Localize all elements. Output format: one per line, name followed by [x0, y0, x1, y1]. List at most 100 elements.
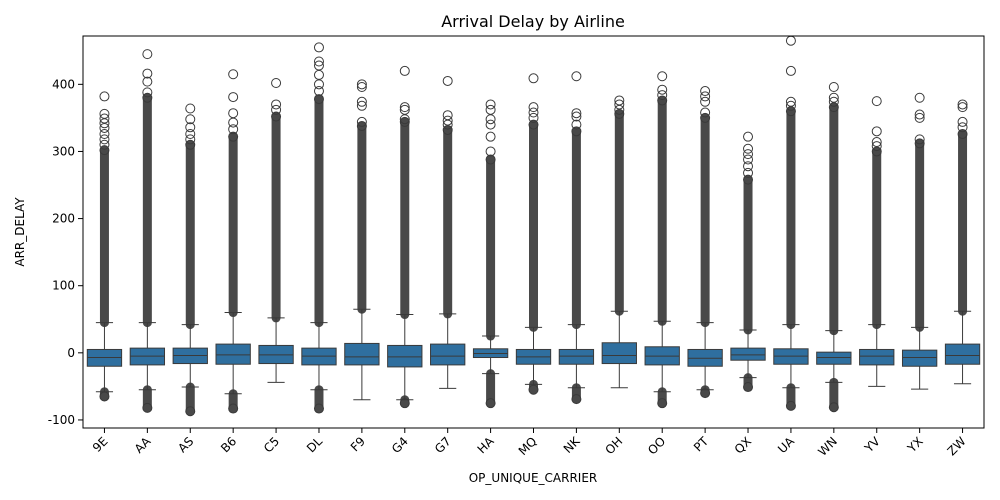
- box-NK: [558, 348, 595, 365]
- outlier-point: [356, 100, 367, 111]
- box-F9: [344, 342, 380, 366]
- y-tick-label: 300: [52, 144, 75, 158]
- outlier-point: [99, 91, 110, 102]
- box-QX: [730, 347, 766, 361]
- x-tick-label: AS: [175, 434, 196, 455]
- outlier-point: [228, 131, 239, 142]
- outlier-point: [743, 174, 754, 185]
- outlier-point: [700, 91, 711, 102]
- outlier-point: [271, 99, 282, 110]
- outlier-point: [313, 86, 324, 97]
- x-tick-label: F9: [348, 434, 368, 454]
- box-YX: [901, 349, 938, 367]
- x-tick-label: MQ: [516, 434, 540, 458]
- outlier-point: [399, 114, 410, 125]
- outlier-point: [528, 102, 539, 113]
- outlier-point: [356, 79, 367, 90]
- x-tick-label: PT: [691, 434, 712, 455]
- outlier-point: [871, 126, 882, 137]
- outlier-point: [271, 77, 282, 88]
- box-WN: [816, 351, 852, 365]
- outlier-point: [313, 69, 324, 80]
- outlier-point: [228, 403, 239, 414]
- outlier-point: [828, 82, 839, 93]
- outlier-point: [743, 382, 754, 393]
- outlier-point: [957, 102, 968, 113]
- outlier-point: [743, 131, 754, 142]
- x-tick-label: WN: [815, 434, 840, 459]
- outlier-point: [228, 92, 239, 103]
- outlier-point: [185, 103, 196, 114]
- outlier-point: [228, 117, 239, 128]
- outlier-point: [228, 124, 239, 135]
- outlier-point: [185, 129, 196, 139]
- outlier-point: [485, 146, 496, 157]
- outlier-point: [142, 76, 153, 87]
- outlier-point: [485, 398, 496, 409]
- outlier-point: [485, 154, 496, 165]
- outlier-point: [313, 79, 324, 90]
- outlier-point: [228, 69, 239, 80]
- x-tick-label: C5: [261, 434, 282, 455]
- outlier-point: [485, 114, 496, 125]
- outlier-point: [743, 143, 754, 154]
- outlier-point: [657, 71, 668, 82]
- outlier-point: [485, 119, 496, 130]
- outlier-point: [99, 122, 110, 133]
- outlier-point: [399, 65, 410, 76]
- outlier-point: [614, 104, 625, 115]
- outlier-point: [142, 49, 153, 60]
- outlier-point: [828, 402, 839, 413]
- x-axis-label: OP_UNIQUE_CARRIER: [469, 471, 598, 485]
- chart-title: Arrival Delay by Airline: [441, 12, 625, 31]
- outlier-point: [785, 35, 796, 46]
- x-tick-label: OH: [602, 434, 625, 457]
- outlier-point: [528, 119, 539, 130]
- outlier-point: [142, 92, 153, 103]
- outlier-point: [785, 100, 796, 111]
- x-tick-label: UA: [775, 434, 797, 456]
- outlier-point: [399, 102, 410, 113]
- outlier-point: [571, 126, 582, 137]
- outlier-point: [356, 82, 367, 93]
- outlier-point: [99, 129, 110, 139]
- outlier-point: [914, 112, 925, 123]
- plot-area: -100 0 100 200 300 400 9E AA AS B6 C5 DL F9 G4 G7 HA MQ N…: [48, 35, 981, 459]
- outlier-point: [914, 109, 925, 120]
- y-tick-label: 0: [67, 346, 75, 360]
- outlier-point: [700, 86, 711, 97]
- outlier-point: [700, 96, 711, 107]
- outlier-point: [99, 134, 110, 145]
- outlier-point: [871, 141, 882, 152]
- outlier-point: [528, 112, 539, 123]
- outlier-point: [743, 161, 754, 172]
- outlier-point: [828, 102, 839, 113]
- outlier-point: [571, 394, 582, 405]
- x-tick-label: G7: [432, 434, 454, 456]
- x-tick-label: AA: [132, 434, 154, 456]
- x-tick-label: DL: [304, 434, 325, 455]
- outlier-point: [571, 108, 582, 119]
- outlier-point: [313, 56, 324, 67]
- outlier-point: [700, 107, 711, 118]
- outlier-point: [657, 398, 668, 409]
- outlier-point: [142, 402, 153, 413]
- outlier-point: [528, 107, 539, 118]
- outlier-point: [957, 122, 968, 133]
- outlier-point: [185, 122, 196, 133]
- outlier-point: [785, 65, 796, 76]
- x-tick-label: QX: [732, 434, 754, 456]
- outlier-point: [313, 403, 324, 414]
- y-tick-label: 400: [52, 77, 75, 91]
- outlier-point: [356, 120, 367, 131]
- plot-frame: [82, 35, 985, 429]
- outlier-point: [743, 149, 754, 160]
- outlier-point: [871, 146, 882, 157]
- box-YV: [859, 348, 895, 366]
- outlier-point: [957, 129, 968, 139]
- outlier-point: [657, 95, 668, 106]
- x-tick-label: NK: [561, 433, 584, 456]
- x-tick-label: ZW: [945, 434, 969, 458]
- outlier-point: [185, 114, 196, 125]
- outlier-point: [356, 96, 367, 107]
